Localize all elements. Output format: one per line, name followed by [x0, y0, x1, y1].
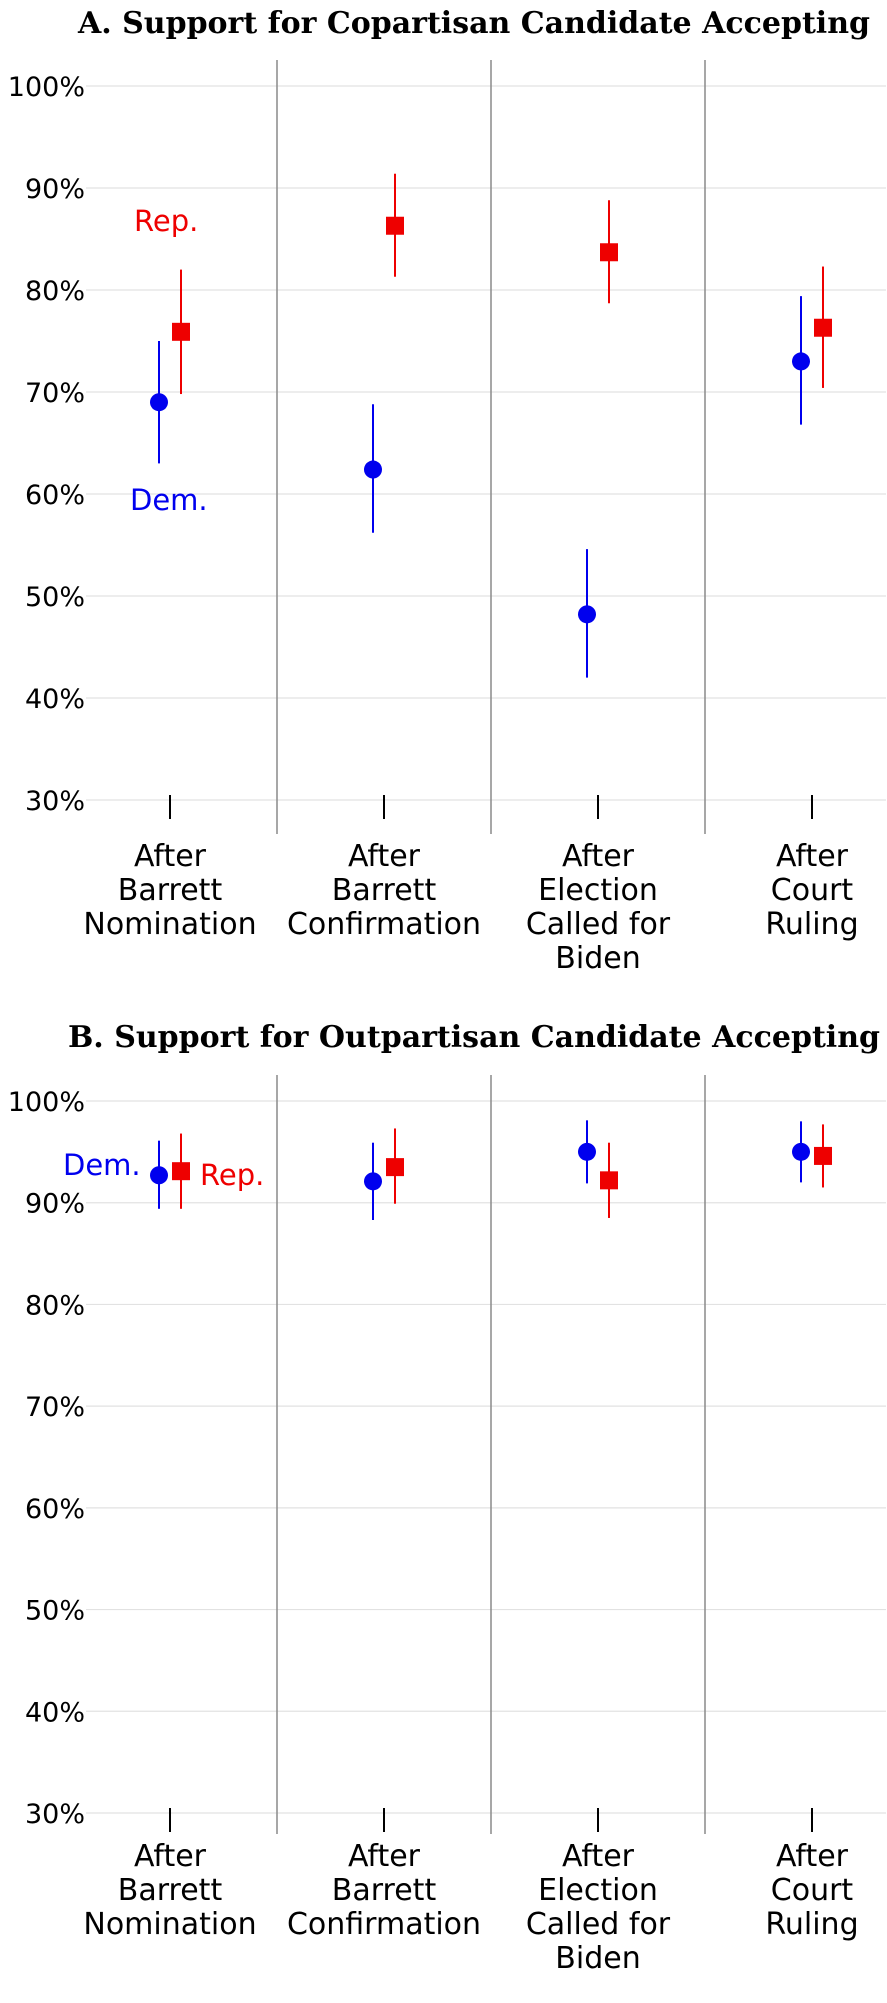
data-point-dem [150, 393, 168, 412]
data-point-dem [792, 352, 810, 371]
y-tick-label: 70% [25, 378, 85, 409]
y-tick-label: 70% [25, 1392, 85, 1423]
x-tick-label: After Barrett Confirmation [287, 839, 481, 942]
data-point-rep [814, 1146, 832, 1165]
data-point-rep [386, 1158, 404, 1177]
y-tick-label: 90% [25, 1189, 85, 1220]
y-tick-label: 80% [25, 1290, 85, 1321]
y-tick-label: 50% [25, 1596, 85, 1627]
y-tick-label: 90% [25, 174, 85, 205]
data-point-dem [792, 1142, 810, 1161]
data-point-dem [364, 460, 382, 479]
y-tick-label: 30% [25, 786, 85, 817]
y-tick-label: 30% [25, 1799, 85, 1830]
x-tick-label: After Court Ruling [765, 839, 858, 942]
series-label-rep: Rep. [200, 1158, 264, 1192]
x-tick-label: After Barrett Nomination [83, 1839, 256, 1942]
y-tick-label: 100% [8, 72, 85, 103]
series-label-dem: Dem. [63, 1148, 141, 1182]
x-tick-label: After Election Called for Biden [526, 1839, 671, 1976]
x-tick-label: After Barrett Nomination [83, 839, 256, 942]
x-tick-label: After Barrett Confirmation [287, 1839, 481, 1942]
series-label-rep: Rep. [134, 204, 198, 238]
x-tick-label: After Court Ruling [765, 1839, 858, 1942]
chart-title: B. Support for Outpartisan Candidate Acc… [68, 1020, 880, 1055]
data-point-rep [814, 318, 832, 337]
y-tick-label: 80% [25, 276, 85, 307]
series-label-dem: Dem. [130, 483, 208, 517]
data-point-rep [172, 1162, 190, 1181]
data-point-rep [386, 216, 404, 235]
data-point-rep [600, 243, 618, 262]
x-tick-label: After Election Called for Biden [526, 839, 671, 976]
y-tick-label: 100% [8, 1087, 85, 1118]
y-tick-label: 40% [25, 1697, 85, 1728]
y-tick-label: 60% [25, 480, 85, 511]
panel-a: A. Support for Copartisan Candidate Acce… [8, 6, 886, 976]
y-tick-label: 60% [25, 1494, 85, 1525]
chart-title: A. Support for Copartisan Candidate Acce… [77, 6, 870, 41]
y-tick-label: 50% [25, 582, 85, 613]
data-point-dem [578, 605, 596, 624]
data-point-rep [600, 1171, 618, 1190]
data-point-dem [578, 1142, 596, 1161]
data-point-rep [172, 322, 190, 341]
data-point-dem [364, 1172, 382, 1191]
data-point-dem [150, 1166, 168, 1185]
panel-b: B. Support for Outpartisan Candidate Acc… [8, 1020, 886, 1976]
y-tick-label: 40% [25, 684, 85, 715]
